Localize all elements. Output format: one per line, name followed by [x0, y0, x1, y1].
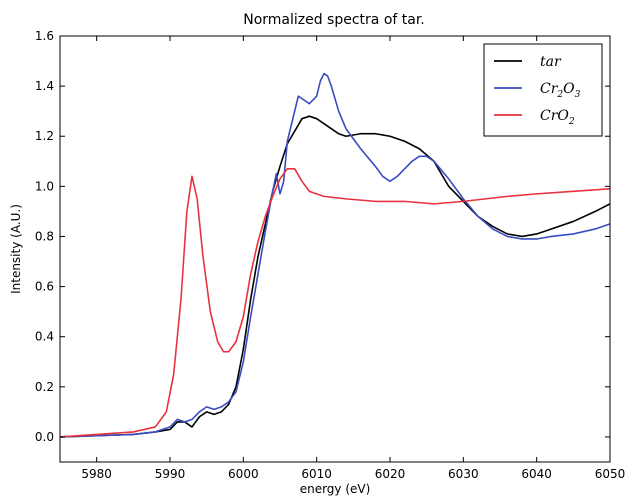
x-tick-label: 6050 — [595, 467, 626, 481]
y-tick-label: 1.6 — [35, 29, 54, 43]
y-tick-label: 0.4 — [35, 330, 54, 344]
y-tick-label: 0.6 — [35, 280, 54, 294]
x-tick-label: 5990 — [155, 467, 186, 481]
x-axis-title: energy (eV) — [300, 482, 371, 496]
x-tick-label: 5980 — [81, 467, 112, 481]
y-axis-title: Intensity (A.U.) — [9, 204, 23, 294]
legend-label-tar: tar — [540, 54, 562, 70]
legend-label-cr2o3: Cr2O3 — [540, 81, 581, 100]
legend-label-cro2: CrO2 — [540, 108, 575, 127]
legend-box — [483, 43, 603, 137]
y-tick-label: 1.0 — [35, 179, 54, 193]
y-tick-label: 1.4 — [35, 79, 54, 93]
x-tick-label: 6010 — [301, 467, 332, 481]
plot-frame — [59, 35, 611, 463]
series-line-cr2o3 — [60, 72, 610, 438]
chart-title: Normalized spectra of tar. — [243, 12, 425, 28]
x-tick-label: 6040 — [521, 467, 552, 481]
series-line-tar — [60, 115, 610, 438]
series-line-cro2 — [60, 168, 610, 438]
legend: tar Cr2O3 CrO2 — [483, 43, 603, 137]
y-tick-label: 0.0 — [35, 430, 54, 444]
y-tick-label: 1.2 — [35, 129, 54, 143]
y-tick-label: 0.8 — [35, 229, 54, 243]
y-tick-label: 0.2 — [35, 380, 54, 394]
series-layer — [60, 72, 610, 438]
x-tick-label: 6000 — [228, 467, 259, 481]
x-tick-label: 6030 — [448, 467, 479, 481]
plot-area: 5980 5990 6000 6010 6020 6030 6040 6050 0.0 0.2 0.… — [35, 29, 625, 481]
x-tick-label: 6020 — [375, 467, 406, 481]
ticks-layer: 5980 5990 6000 6010 6020 6030 6040 6050 0.0 0.2 0.… — [35, 29, 625, 481]
